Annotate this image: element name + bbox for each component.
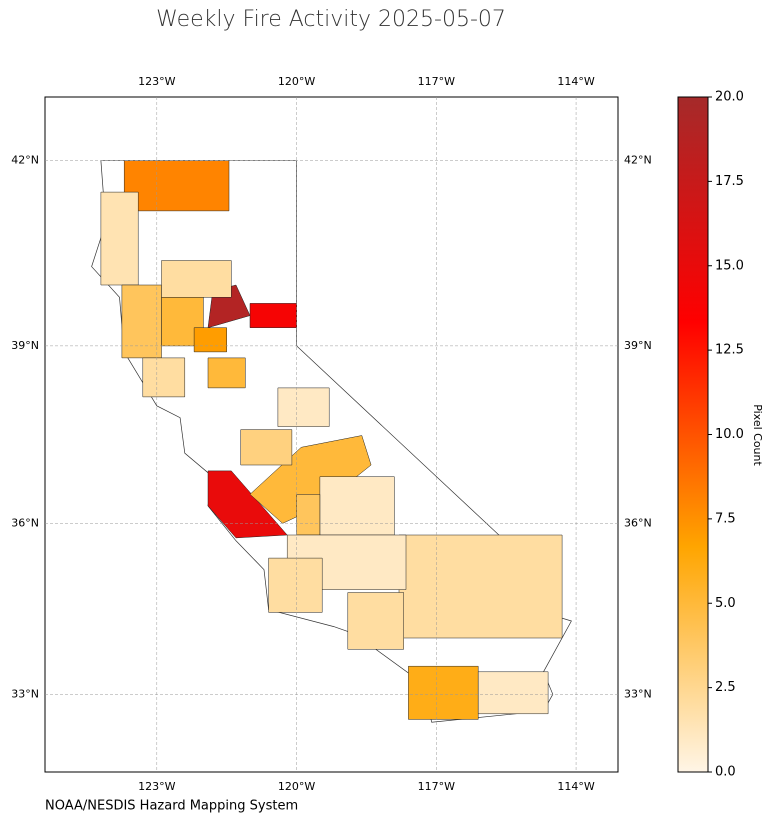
x-tick-label: 120°W: [278, 75, 315, 88]
region: [100, 191, 139, 286]
region: [193, 327, 227, 353]
y-tick-label: 42°N: [624, 154, 652, 167]
source: NOAA/NESDIS Hazard Mapping System: [45, 799, 298, 814]
y-tick-label: 39°N: [11, 339, 39, 352]
colorbar-tick-label: 0.0: [715, 765, 736, 780]
y-tick-label: 36°N: [624, 516, 652, 529]
region: [398, 534, 563, 639]
colorbar: [677, 96, 709, 773]
region: [408, 665, 479, 720]
region: [123, 160, 230, 212]
colorbar-label: Pixel Count: [751, 404, 764, 466]
colorbar-tick-label: 20.0: [715, 90, 744, 105]
y-tick-label: 42°N: [11, 154, 39, 167]
colorbar-tick-label: 17.5: [715, 174, 744, 189]
x-tick-label: 114°W: [557, 780, 594, 793]
region: [277, 387, 330, 427]
region: [268, 557, 323, 613]
region: [121, 284, 162, 359]
region: [319, 476, 395, 536]
y-tick-label: 33°N: [624, 687, 652, 700]
x-tick-label: 117°W: [418, 780, 455, 793]
colorbar-tick-label: 2.5: [715, 680, 736, 695]
x-tick-label: 117°W: [418, 75, 455, 88]
region: [347, 592, 404, 650]
colorbar-tick-label: 15.0: [715, 258, 744, 273]
y-tick-label: 36°N: [11, 516, 39, 529]
x-tick-label: 114°W: [557, 75, 594, 88]
y-tick-label: 33°N: [11, 687, 39, 700]
map-frame: [44, 96, 619, 773]
region: [207, 357, 246, 389]
x-tick-label: 120°W: [278, 780, 315, 793]
region: [207, 470, 288, 539]
x-tick-label: 123°W: [138, 75, 175, 88]
region: [249, 303, 297, 328]
colorbar-tick-label: 10.0: [715, 427, 744, 442]
title: Weekly Fire Activity 2025-05-07: [156, 7, 506, 32]
region: [142, 357, 186, 398]
y-tick-label: 39°N: [624, 339, 652, 352]
region: [477, 671, 549, 715]
region: [161, 260, 232, 298]
colorbar-tick-label: 7.5: [715, 511, 736, 526]
colorbar-tick-label: 5.0: [715, 596, 736, 611]
region: [240, 429, 293, 466]
colorbar-tick-label: 12.5: [715, 343, 744, 358]
x-tick-label: 123°W: [138, 780, 175, 793]
region: [296, 494, 321, 536]
